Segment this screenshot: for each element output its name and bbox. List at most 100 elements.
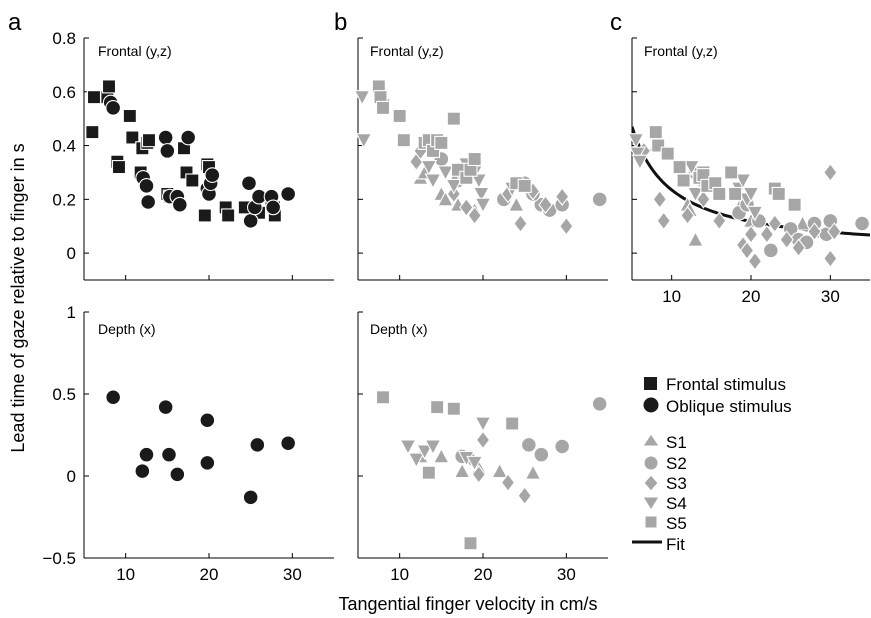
x-tick-label: 30	[557, 565, 576, 584]
data-point	[712, 186, 727, 202]
data-point	[742, 186, 760, 203]
x-tick-label: 20	[474, 565, 493, 584]
y-tick-label: −0.5	[42, 549, 76, 568]
data-point	[353, 90, 371, 106]
panel-title-b-bottom: Depth (x)	[370, 321, 428, 337]
y-axis-label: Lead time of gaze relative to finger in …	[8, 143, 28, 452]
data-point	[554, 438, 571, 455]
y-tick-label: 0.4	[52, 137, 76, 156]
data-point	[739, 241, 755, 260]
data-point	[355, 133, 373, 149]
legend-frontal-marker	[644, 377, 657, 390]
data-point	[648, 125, 663, 140]
data-point	[520, 436, 537, 453]
data-point	[157, 399, 174, 415]
panel-c-top: c Frontal (y,z) 10 20 30	[610, 9, 870, 306]
data-point	[743, 224, 759, 244]
legend-s1-marker	[642, 433, 660, 447]
data-point	[507, 196, 525, 212]
panel-a-top: a Frontal (y,z) 0 0.2 0.4 0.6 0.8	[8, 9, 334, 281]
data-point	[242, 489, 259, 506]
series-s5	[648, 125, 802, 212]
data-point	[161, 446, 177, 463]
data-point	[280, 186, 297, 202]
data-point	[138, 178, 155, 194]
data-point	[779, 230, 794, 250]
data-point	[420, 160, 438, 176]
data-point	[472, 186, 490, 203]
y-tick-label: 0	[67, 467, 76, 486]
data-point	[140, 194, 157, 210]
data-point	[794, 214, 811, 231]
data-point	[466, 455, 484, 472]
panel-title-b-top: Frontal (y,z)	[370, 43, 444, 59]
data-point	[559, 216, 574, 236]
data-point	[453, 462, 471, 479]
legend: Frontal stimulus Oblique stimulus S1 S2 …	[632, 375, 792, 554]
data-point	[759, 224, 775, 244]
data-point	[470, 173, 488, 190]
data-point	[125, 130, 140, 145]
legend-s4-label: S4	[666, 494, 687, 513]
data-point	[734, 173, 752, 190]
data-point	[724, 165, 739, 180]
legend-s5-label: S5	[666, 514, 687, 533]
data-point	[134, 463, 151, 479]
data-point	[204, 167, 221, 183]
data-point	[660, 146, 675, 161]
data-point	[652, 189, 667, 209]
series-s5	[375, 390, 520, 551]
data-point	[249, 436, 266, 453]
data-point	[854, 215, 870, 232]
y-tick-label: 0.5	[52, 385, 76, 404]
panel-a-bottom: Depth (x) −0.5 0 0.5 1 10 20 30	[42, 303, 334, 584]
data-point	[101, 79, 117, 94]
data-point	[159, 143, 176, 159]
data-point	[687, 186, 704, 203]
data-point	[467, 206, 482, 225]
panel-title-a-bottom: Depth (x)	[98, 321, 156, 337]
x-tick-label: 20	[742, 287, 761, 306]
data-point	[491, 462, 509, 479]
x-tick-label: 10	[390, 565, 409, 584]
data-point	[728, 186, 743, 202]
data-point	[762, 242, 779, 259]
data-point	[111, 160, 127, 175]
data-point	[827, 222, 842, 242]
x-axis-label: Tangential finger velocity in cm/s	[338, 594, 597, 614]
data-point	[105, 100, 122, 116]
data-point	[712, 211, 727, 231]
data-point	[424, 173, 442, 190]
x-tick-label: 10	[662, 287, 681, 306]
panel-title-a-top: Frontal (y,z)	[98, 43, 172, 59]
data-point	[554, 187, 570, 207]
data-point	[375, 100, 391, 115]
y-tick-label: 0.6	[52, 83, 76, 102]
data-point	[396, 133, 411, 148]
data-point	[407, 452, 425, 469]
data-point	[280, 435, 297, 452]
data-point	[265, 199, 282, 216]
data-point	[517, 178, 532, 193]
x-tick-label: 10	[116, 565, 135, 584]
data-point	[421, 465, 436, 480]
data-point	[446, 401, 461, 416]
data-point	[399, 439, 417, 456]
data-point	[746, 205, 764, 222]
legend-fit-label: Fit	[666, 535, 685, 554]
data-point	[513, 214, 528, 233]
data-point	[85, 125, 100, 140]
series-oblique-stimulus	[105, 389, 297, 506]
series-s3	[409, 141, 574, 236]
data-point	[505, 416, 520, 431]
data-point	[241, 175, 257, 192]
data-point	[459, 197, 474, 217]
data-point	[687, 231, 704, 247]
legend-s3-label: S3	[666, 474, 687, 493]
data-point	[185, 173, 200, 188]
data-point	[672, 160, 687, 175]
data-point	[517, 486, 532, 506]
y-tick-label: 0	[67, 244, 76, 263]
data-point	[141, 133, 157, 148]
data-point	[767, 214, 782, 233]
